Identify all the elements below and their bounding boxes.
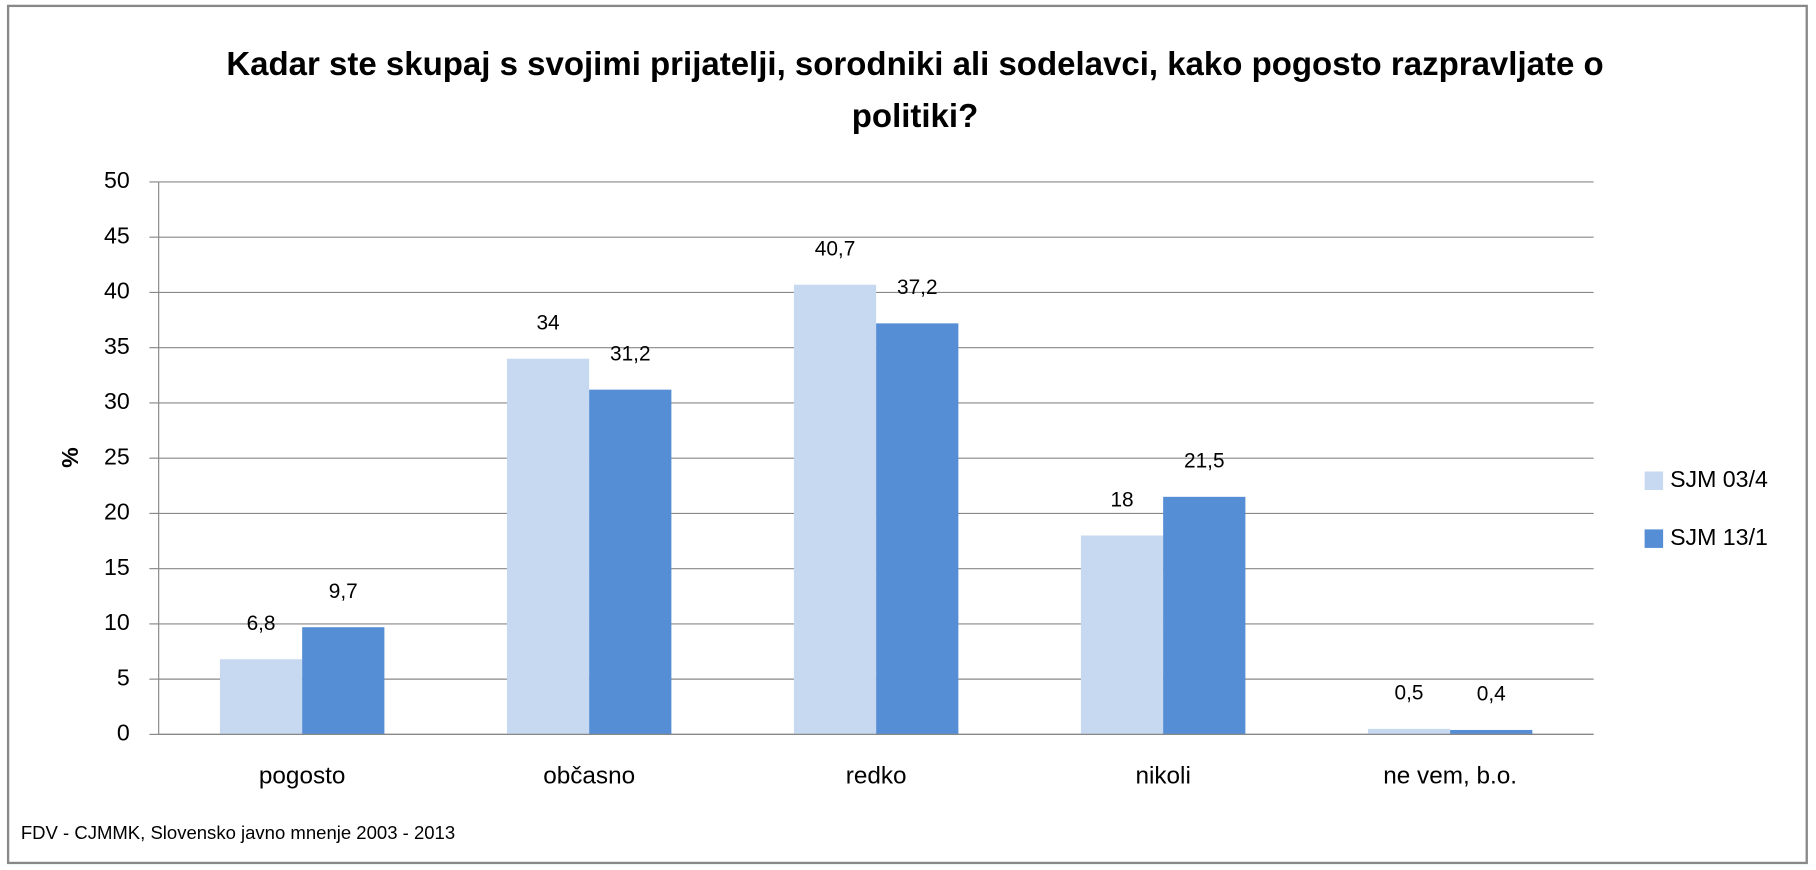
bar	[506, 358, 590, 735]
y-tick-label: 30	[104, 388, 130, 414]
y-tick-label: 50	[104, 167, 130, 193]
bar	[589, 389, 672, 735]
bar	[1080, 535, 1164, 735]
data-label: 21,5	[1184, 450, 1225, 473]
legend-swatch	[1644, 529, 1664, 548]
chart-title: Kadar ste skupaj s svojimi prijatelji, s…	[226, 45, 1604, 134]
x-tick-label: nikoli	[1135, 763, 1190, 790]
y-tick-label: 40	[104, 278, 130, 304]
y-axis-label: %	[57, 447, 83, 468]
y-tick-label: 0	[117, 720, 130, 746]
legend-swatch	[1644, 471, 1664, 491]
y-tick-label: 15	[104, 554, 130, 580]
legend-label: SJM 13/1	[1670, 524, 1768, 550]
data-label: 0,5	[1395, 682, 1424, 705]
bar	[219, 659, 303, 735]
y-tick-label: 5	[117, 664, 130, 690]
data-label: 0,4	[1477, 683, 1506, 706]
data-label: 37,2	[897, 276, 938, 299]
y-tick-label: 10	[104, 609, 130, 635]
y-tick-label: 20	[104, 499, 130, 525]
bar	[1450, 729, 1533, 735]
y-tick-label: 35	[104, 333, 130, 359]
data-label: 40,7	[815, 237, 856, 260]
bar	[1367, 728, 1451, 735]
y-tick-label: 25	[104, 443, 130, 469]
x-tick-label: občasno	[543, 763, 635, 790]
bar	[793, 284, 877, 735]
y-tick-label: 45	[104, 222, 130, 248]
bar	[302, 627, 385, 735]
data-label: 9,7	[329, 580, 358, 603]
x-tick-label: pogosto	[259, 763, 346, 790]
data-label: 31,2	[610, 342, 651, 365]
source-note: FDV - CJMMK, Slovensko javno mnenje 2003…	[21, 822, 455, 843]
legend-label: SJM 03/4	[1670, 466, 1768, 492]
bar	[876, 323, 959, 735]
x-tick-label: redko	[846, 763, 907, 790]
bar	[1163, 496, 1246, 735]
data-label: 34	[536, 311, 559, 334]
x-tick-label: ne vem, b.o.	[1383, 763, 1517, 790]
data-label: 6,8	[247, 612, 276, 635]
data-label: 18	[1110, 488, 1133, 511]
